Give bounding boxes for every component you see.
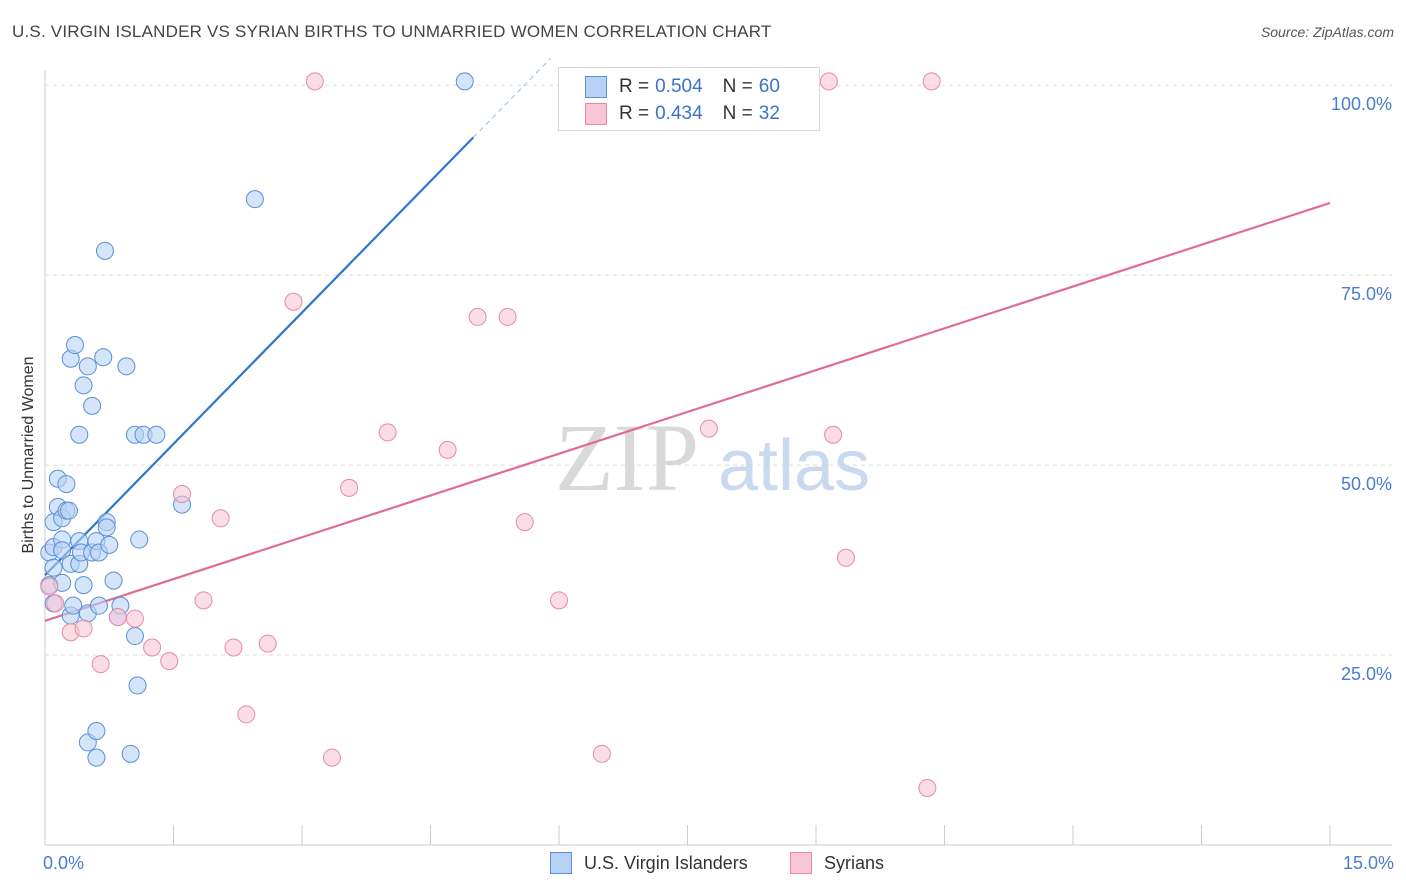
source-label: Source: ZipAtlas.com	[1260, 24, 1394, 40]
data-point	[57, 475, 76, 494]
data-point	[59, 501, 78, 520]
data-point	[65, 336, 84, 355]
n-value: 60	[758, 76, 780, 97]
data-point	[211, 509, 230, 528]
data-point	[95, 241, 114, 260]
axes	[44, 70, 1392, 846]
data-point	[305, 72, 324, 91]
data-point	[438, 440, 457, 459]
data-point	[44, 558, 63, 577]
data-point	[173, 484, 192, 503]
gridlines	[45, 84, 1392, 656]
data-point	[468, 307, 487, 326]
y-tick-label: 75.0%	[1341, 284, 1392, 304]
x-tick-label: 0.0%	[43, 853, 84, 873]
data-point	[74, 376, 93, 395]
trend-line	[44, 201, 1331, 622]
data-point	[53, 541, 72, 560]
legend-item-syrians[interactable]: Syrians	[790, 852, 884, 874]
stats-legend: R = 0.504 N = 60 R = 0.434 N = 32	[558, 67, 820, 131]
r-label: R =	[619, 76, 650, 97]
data-point	[699, 419, 718, 438]
data-point	[100, 535, 119, 554]
y-tick-label: 50.0%	[1341, 474, 1392, 494]
data-point	[46, 594, 65, 613]
data-point	[322, 748, 341, 767]
data-point	[498, 307, 517, 326]
legend-swatch-pink	[790, 852, 812, 874]
r-value: 0.504	[655, 76, 703, 97]
data-point	[245, 190, 264, 209]
y-tick-label: 100.0%	[1331, 94, 1392, 114]
data-point	[128, 676, 147, 695]
data-point	[74, 576, 93, 595]
trend-lines	[44, 58, 1331, 622]
legend-swatch-blue	[585, 76, 607, 98]
data-point	[117, 357, 136, 376]
data-point	[125, 627, 144, 646]
data-point	[378, 423, 397, 442]
data-point	[87, 722, 106, 741]
data-point	[40, 577, 59, 596]
x-tick-label: 15.0%	[1343, 853, 1394, 873]
watermark: ZIP atlas	[555, 404, 870, 511]
data-point	[87, 748, 106, 767]
data-point	[284, 292, 303, 311]
data-point	[143, 638, 162, 657]
data-point	[70, 425, 89, 444]
n-label: N =	[722, 76, 753, 97]
n-label: N =	[722, 103, 753, 124]
data-point	[918, 779, 937, 798]
data-point	[340, 478, 359, 497]
data-point	[125, 609, 144, 628]
chart-title: U.S. VIRGIN ISLANDER VS SYRIAN BIRTHS TO…	[12, 22, 772, 41]
data-point	[74, 619, 93, 638]
data-point	[97, 518, 116, 537]
r-value: 0.434	[655, 103, 703, 124]
data-point	[836, 548, 855, 567]
stats-row-virgin-islanders: R = 0.504 N = 60	[585, 74, 780, 100]
n-value: 32	[758, 103, 780, 124]
data-point	[89, 596, 108, 615]
watermark-atlas: atlas	[718, 426, 870, 506]
r-label: R =	[619, 103, 650, 124]
trend-line-solid	[44, 136, 475, 577]
data-point	[147, 425, 166, 444]
watermark-zip: ZIP	[555, 404, 699, 511]
data-point	[824, 425, 843, 444]
scatter-points	[40, 72, 941, 798]
data-point	[592, 744, 611, 763]
data-point	[121, 744, 140, 763]
data-point	[237, 705, 256, 724]
data-point	[455, 72, 474, 91]
data-point	[515, 513, 534, 532]
legend-swatch-blue	[550, 852, 572, 874]
data-point	[160, 652, 179, 671]
data-point	[550, 591, 568, 610]
y-axis-label: Births to Unmarried Women	[20, 356, 37, 553]
data-point	[78, 357, 97, 376]
legend-label: Syrians	[824, 852, 885, 873]
tick-labels: 25.0% 50.0% 75.0% 100.0% 0.0% 15.0%	[43, 94, 1394, 873]
legend-swatch-pink	[585, 103, 607, 125]
data-point	[108, 608, 127, 627]
series-legend: U.S. Virgin Islanders Syrians	[0, 850, 1406, 878]
y-tick-label: 25.0%	[1341, 664, 1392, 684]
data-point	[194, 591, 213, 610]
data-point	[104, 571, 123, 590]
data-point	[258, 634, 277, 653]
data-point	[224, 638, 243, 657]
legend-label: U.S. Virgin Islanders	[584, 852, 748, 873]
data-point	[91, 655, 110, 674]
trend-line-dashed	[472, 58, 551, 138]
data-point	[94, 348, 113, 367]
stats-row-syrians: R = 0.434 N = 32	[585, 101, 780, 127]
data-point	[922, 72, 941, 91]
data-point	[130, 530, 149, 549]
data-point	[64, 596, 83, 615]
legend-item-virgin-islanders[interactable]: U.S. Virgin Islanders	[550, 852, 748, 874]
data-point	[819, 72, 838, 91]
data-point	[83, 396, 102, 415]
